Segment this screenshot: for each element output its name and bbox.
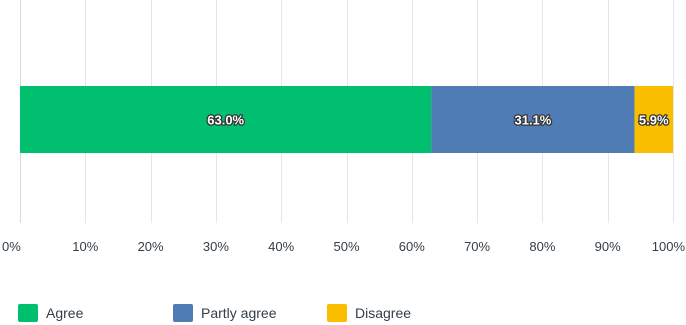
value-labels: 63.0% 31.1% 5.9%	[206, 111, 670, 129]
data-label-agree: 63.0%	[207, 113, 244, 128]
legend-label: Disagree	[355, 305, 411, 321]
legend-item-disagree[interactable]: Disagree	[327, 304, 411, 322]
bar-segment-agree[interactable]	[20, 86, 432, 153]
legend-swatch	[173, 304, 193, 322]
x-tick-label: 10%	[72, 239, 98, 254]
legend-item-agree[interactable]: Agree	[18, 304, 84, 322]
bar-segments	[20, 86, 673, 153]
legend-swatch	[18, 304, 38, 322]
x-tick-label: 30%	[203, 239, 229, 254]
x-tick-label: 50%	[333, 239, 359, 254]
data-label-partly-agree: 31.1%	[514, 113, 551, 128]
x-tick-label: 20%	[138, 239, 164, 254]
x-axis-ticks: 0% 10% 20% 30% 40% 50% 60% 70% 80% 90% 100%	[2, 239, 685, 254]
x-tick-label: 40%	[268, 239, 294, 254]
bar-segment-disagree[interactable]	[634, 86, 673, 153]
legend: Agree Partly agree Disagree	[18, 304, 411, 322]
data-label-disagree: 5.9%	[639, 113, 669, 128]
x-tick-label: 80%	[529, 239, 555, 254]
x-tick-label: 60%	[399, 239, 425, 254]
legend-label: Agree	[46, 305, 84, 321]
x-tick-label: 100%	[652, 239, 686, 254]
legend-label: Partly agree	[201, 305, 277, 321]
legend-swatch	[327, 304, 347, 322]
x-tick-label: 0%	[2, 239, 21, 254]
x-tick-label: 70%	[464, 239, 490, 254]
legend-item-partly-agree[interactable]: Partly agree	[173, 304, 277, 322]
x-tick-label: 90%	[595, 239, 621, 254]
bar-segment-partly-agree[interactable]	[431, 86, 635, 153]
